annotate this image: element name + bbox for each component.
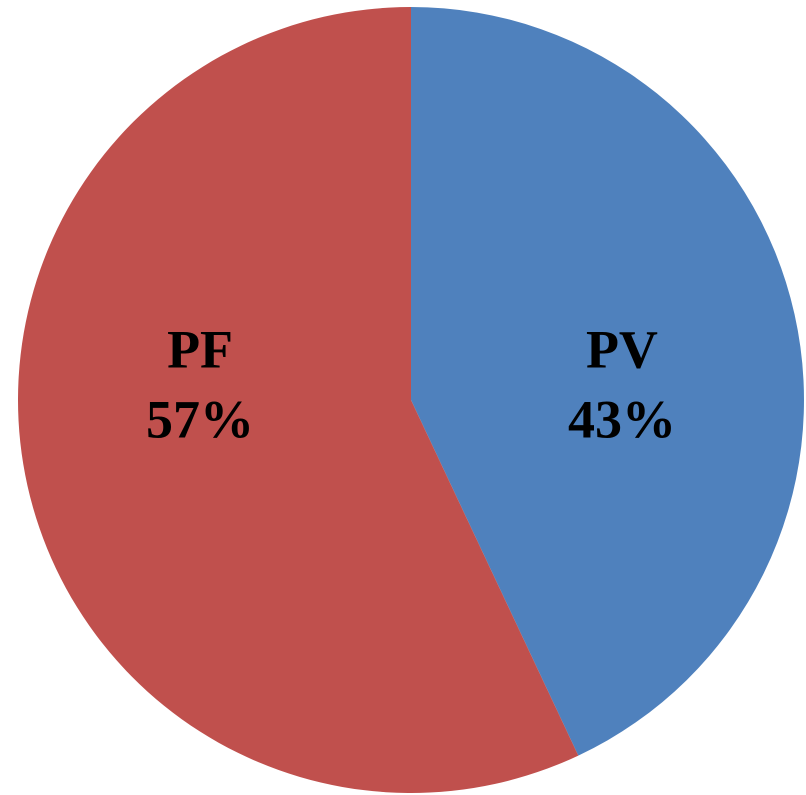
slice-category-label: PV xyxy=(586,319,658,379)
slice-category-label: PF xyxy=(167,319,233,379)
slice-value-label: 57% xyxy=(146,389,254,449)
slice-value-label: 43% xyxy=(568,389,676,449)
pie-slice xyxy=(17,7,579,794)
pie-slice xyxy=(411,7,804,756)
